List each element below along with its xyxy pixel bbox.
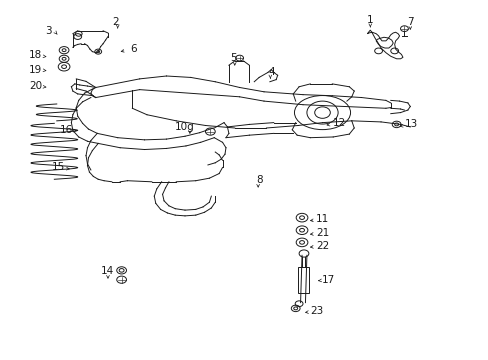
- Text: 22: 22: [315, 241, 328, 251]
- Text: 1: 1: [366, 15, 373, 26]
- Text: 11: 11: [315, 215, 328, 224]
- Text: 18: 18: [29, 50, 42, 60]
- Text: 23: 23: [309, 306, 323, 316]
- Text: 14: 14: [100, 266, 113, 276]
- Text: 3: 3: [45, 26, 52, 36]
- Text: 20: 20: [29, 81, 42, 91]
- Text: 16: 16: [60, 125, 73, 135]
- Text: 5: 5: [230, 53, 237, 63]
- Text: 4: 4: [267, 67, 274, 77]
- Text: 6: 6: [130, 44, 136, 54]
- Text: 2: 2: [112, 17, 119, 27]
- Text: 7: 7: [406, 17, 413, 27]
- Text: 17: 17: [321, 275, 334, 285]
- Text: 8: 8: [255, 175, 262, 185]
- Text: 15: 15: [52, 162, 65, 172]
- Text: 12: 12: [332, 118, 346, 128]
- Text: 21: 21: [315, 228, 328, 238]
- Text: 19: 19: [29, 64, 42, 75]
- Text: 10g: 10g: [175, 122, 195, 132]
- Text: 13: 13: [404, 120, 417, 129]
